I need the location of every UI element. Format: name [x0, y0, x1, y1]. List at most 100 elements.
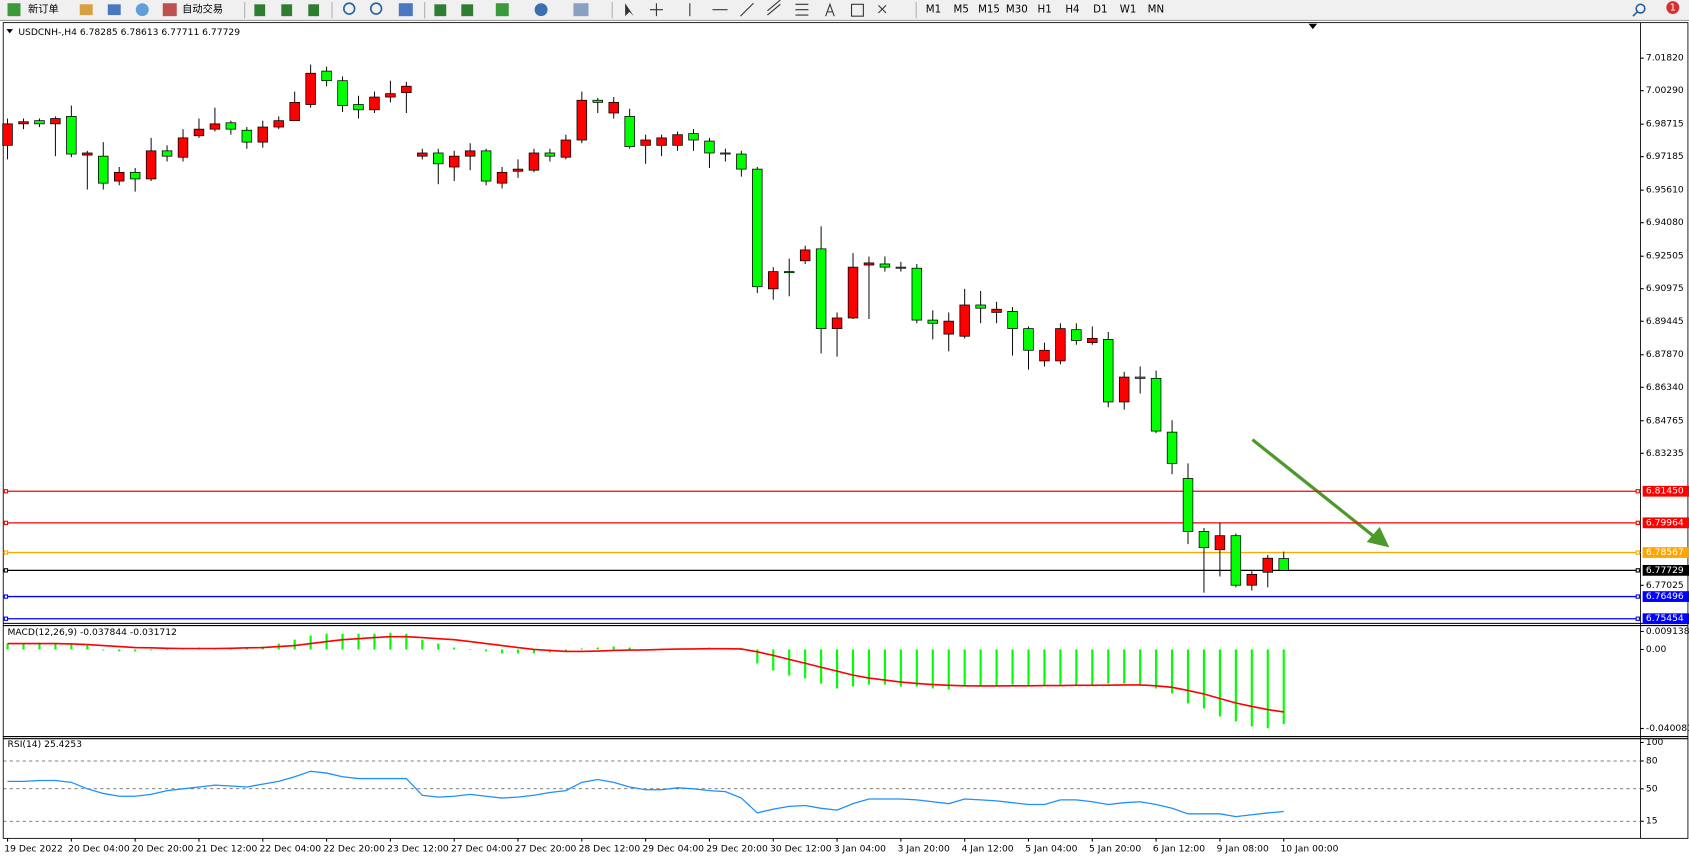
tool-icon[interactable] [495, 3, 509, 17]
tool-icon[interactable] [281, 4, 293, 17]
y-tick-label: 6.97185 [1646, 151, 1684, 162]
y-tick-label: 50 [1646, 783, 1658, 794]
tool-icon[interactable] [308, 4, 320, 17]
macd-bar [86, 645, 89, 650]
candle-body [672, 134, 683, 146]
macd-bar [1027, 649, 1030, 686]
candle-body [82, 152, 93, 156]
macd-bar [883, 649, 886, 685]
timeframe-button[interactable]: M30 [1006, 5, 1028, 16]
macd-bar [1043, 649, 1046, 686]
tool-icon[interactable] [79, 4, 93, 16]
new-order-button[interactable]: 新订单 [28, 3, 59, 16]
crosshair-tool[interactable] [649, 3, 663, 17]
tool-icon[interactable] [135, 3, 149, 17]
y-tick-label: 6.95610 [1646, 185, 1684, 196]
price-label: 6.78567 [1646, 547, 1684, 558]
macd-bar [564, 649, 567, 652]
macd-bar [1059, 649, 1062, 685]
tool-icon[interactable] [254, 4, 266, 17]
candle-body [975, 304, 986, 309]
price-label-box [1642, 613, 1689, 625]
x-tick-label: 20 Dec 04:00 [68, 844, 130, 855]
macd-bar [293, 639, 296, 650]
macd-bar [150, 649, 153, 651]
timeframe-button[interactable]: W1 [1120, 5, 1137, 16]
auto-trading-button[interactable]: 自动交易 [182, 3, 223, 16]
macd-bar [500, 649, 504, 654]
zoom-in[interactable] [343, 2, 356, 15]
symbol-menu-arrow[interactable] [6, 29, 13, 34]
candle-body [528, 152, 540, 171]
macd-bar [1139, 649, 1142, 685]
search-button[interactable] [1635, 3, 1646, 14]
candle-body [815, 248, 827, 329]
arrow-tool[interactable] [878, 5, 887, 14]
y-tick-label: 6.89445 [1646, 316, 1684, 327]
y-tick-label: 6.86340 [1646, 382, 1684, 393]
auto-trading-icon[interactable] [162, 3, 177, 17]
candle-body [385, 93, 396, 98]
text-tool[interactable] [825, 2, 835, 17]
new-order-icon[interactable] [7, 3, 21, 17]
y-tick-label: 6.98715 [1646, 119, 1684, 130]
macd-bar [1123, 649, 1126, 684]
macd-bar [1186, 649, 1190, 704]
zoom-out[interactable] [369, 2, 383, 15]
price-line-handle [3, 489, 9, 494]
timeframe-button[interactable]: H4 [1065, 5, 1079, 16]
toolbar: 新订单 自动交易 1 M1 M5 M15 M30 H1 H4 [0, 0, 1689, 22]
tool-icon[interactable] [434, 4, 447, 17]
candle-body [1039, 349, 1050, 362]
candle-body [1103, 339, 1114, 403]
candle-body [544, 152, 556, 157]
cursor-tool[interactable] [625, 3, 634, 17]
candle-body [927, 319, 939, 324]
timeframe-button[interactable]: MN [1148, 5, 1164, 16]
x-tick-label: 10 Jan 00:00 [1280, 844, 1338, 855]
macd-bar [788, 649, 791, 676]
tool-icon[interactable] [534, 3, 548, 17]
toolbar-bg [0, 0, 1689, 21]
macd-bar [1202, 649, 1206, 709]
tool-icon[interactable] [461, 4, 474, 17]
macd-title: MACD(12,26,9) -0.037844 -0.031712 [8, 627, 177, 638]
label-tool[interactable] [850, 3, 864, 17]
fibo-tool[interactable] [795, 3, 809, 16]
x-tick-label: 6 Jan 12:00 [1153, 844, 1205, 855]
macd-bar [22, 643, 25, 650]
x-tick-label: 5 Jan 04:00 [1025, 844, 1077, 855]
candle-body [66, 116, 77, 155]
candle-body [1262, 557, 1274, 573]
timeframe-button[interactable]: M1 [926, 5, 941, 16]
candle-body [1214, 535, 1226, 551]
timeframe-button[interactable]: D1 [1093, 5, 1107, 16]
trend-tool[interactable] [740, 2, 754, 17]
timeframe-button[interactable]: H1 [1038, 5, 1052, 16]
rsi-title: RSI(14) 25.4253 [8, 739, 83, 750]
macd-bar [596, 647, 599, 650]
candle-body [1007, 310, 1018, 329]
candle-body [145, 150, 157, 180]
tool-icon[interactable] [107, 4, 121, 16]
candle-body [18, 121, 29, 125]
x-tick-label: 22 Dec 04:00 [260, 844, 322, 855]
candle-body [50, 118, 61, 125]
channel-tool[interactable] [767, 0, 781, 16]
macd-bar [1218, 649, 1221, 717]
macd-bar [421, 639, 424, 650]
candle-body [1230, 535, 1242, 586]
timeframe-button[interactable]: M5 [954, 5, 969, 16]
candle-body [433, 152, 444, 165]
timeframe-button[interactable]: M15 [978, 5, 1000, 16]
macd-bar [389, 632, 392, 650]
y-tick-label: 7.00290 [1646, 85, 1684, 96]
tool-icon[interactable] [573, 3, 589, 17]
macd-bar [931, 649, 934, 689]
tool-icon[interactable] [398, 3, 413, 17]
alert-badge[interactable] [1666, 1, 1680, 15]
candle-body [1055, 328, 1066, 362]
x-tick-label: 27 Dec 20:00 [515, 844, 577, 855]
macd-bar [373, 633, 376, 650]
